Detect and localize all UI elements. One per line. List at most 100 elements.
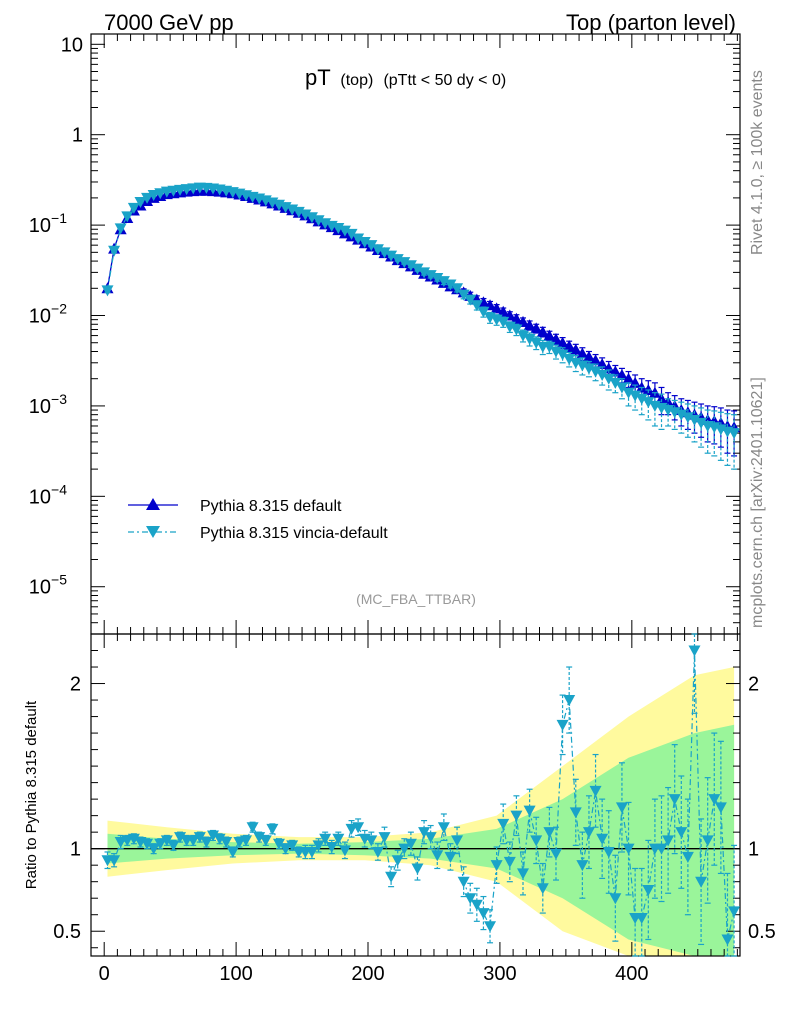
header-right: Top (parton level) [566, 10, 736, 35]
point-vincia [378, 247, 391, 259]
plot-title-main: pT [305, 65, 330, 90]
ratio-panel: 0.5 0.5 1 1 2 2 0 100 200 300 400 [53, 633, 776, 985]
ratio-point-vincia [497, 818, 510, 830]
ratio-point-vincia [239, 835, 252, 847]
ratio-point-vincia [576, 860, 589, 872]
plot-title: pT (top) (pTtt < 50 dy < 0) [305, 65, 506, 90]
point-vincia [688, 414, 701, 426]
ratio-point-vincia [470, 899, 483, 911]
legend: Pythia 8.315 default Pythia 8.315 vincia… [128, 498, 388, 542]
ratio-point-vincia [411, 863, 424, 875]
point-vincia [615, 382, 628, 394]
ratio-point-vincia [602, 846, 615, 858]
point-vincia [299, 209, 312, 221]
ratio-point-vincia [167, 840, 180, 852]
point-vincia [114, 223, 127, 235]
ratio-point-vincia [147, 843, 160, 855]
point-vincia [642, 397, 655, 409]
ratio-point-vincia [200, 837, 213, 849]
point-vincia [457, 289, 470, 301]
point-vincia [121, 211, 134, 223]
point-vincia [365, 240, 378, 252]
ratio-point-vincia [695, 876, 708, 888]
ratio-point-vincia [431, 850, 444, 862]
point-vincia [451, 283, 464, 295]
point-vincia [635, 393, 648, 405]
ratio-point-vincia [424, 832, 437, 844]
x-tick-label: 100 [219, 963, 252, 985]
point-vincia [338, 225, 351, 237]
ratio-series-vincia [101, 633, 741, 957]
ratio-point-vincia [688, 645, 701, 657]
ratio-point-vincia [371, 846, 384, 858]
ratio-point-vincia [681, 851, 694, 863]
ratio-point-vincia [714, 802, 727, 814]
series-vincia [101, 182, 741, 470]
ratio-point-vincia [266, 823, 279, 835]
ratio-frame [90, 633, 741, 957]
point-vincia [464, 294, 477, 306]
point-vincia [602, 373, 615, 385]
plot-title-sub2: (pTtt < 50 dy < 0) [383, 72, 506, 89]
point-vincia [358, 237, 371, 249]
ratio-point-vincia [444, 851, 457, 863]
point-vincia [523, 333, 536, 345]
point-default [569, 343, 582, 355]
point-vincia [695, 417, 708, 429]
ratio-point-vincia [464, 893, 477, 905]
ratio-y-tick-label-right: 1 [748, 839, 759, 861]
y-tick-base: 10 [29, 215, 51, 237]
ratio-point-vincia [154, 838, 167, 850]
ratio-point-vincia [332, 833, 345, 845]
y-tick-label: 10−3 [29, 391, 67, 418]
ratio-point-vincia [477, 908, 490, 920]
x-tick-label: 400 [615, 963, 648, 985]
x-tick-label: 200 [351, 963, 384, 985]
ratio-point-vincia [286, 840, 299, 852]
ratio-point-vincia [708, 794, 721, 806]
ratio-point-vincia [253, 832, 266, 844]
point-vincia [543, 341, 556, 353]
point-default [615, 368, 628, 380]
point-vincia [728, 428, 741, 440]
point-vincia [622, 387, 635, 399]
ratio-ylabel: Ratio to Pythia 8.315 default [23, 700, 40, 889]
ratio-point-vincia [517, 868, 530, 880]
ratio-point-vincia [675, 827, 688, 839]
point-vincia [556, 349, 569, 361]
point-default [490, 302, 503, 314]
ratio-point-vincia [451, 835, 464, 847]
point-vincia [477, 306, 490, 318]
point-vincia [101, 285, 114, 297]
point-vincia [371, 244, 384, 256]
ratio-point-vincia [701, 835, 714, 847]
ratio-point-vincia [622, 843, 635, 855]
legend-marker-default [146, 498, 160, 510]
ratio-point-vincia [352, 822, 365, 834]
ratio-point-vincia [272, 838, 285, 850]
point-vincia [510, 324, 523, 336]
point-vincia [576, 360, 589, 372]
point-default [510, 312, 523, 324]
ratio-y-tick-label: 1 [70, 839, 81, 861]
point-default [523, 319, 536, 331]
y-tick-exp: −5 [51, 572, 67, 588]
point-default [563, 340, 576, 352]
y-tick-exp: −1 [51, 210, 67, 226]
ratio-point-vincia [305, 846, 318, 858]
point-vincia [437, 276, 450, 288]
ratio-point-vincia [141, 838, 154, 850]
point-vincia [411, 263, 424, 275]
ratio-point-vincia [213, 833, 226, 845]
ratio-point-vincia [668, 794, 681, 806]
point-vincia [470, 300, 483, 312]
ratio-point-vincia [398, 843, 411, 855]
ratio-point-vincia [609, 893, 622, 905]
y-tick-exp: −2 [51, 301, 67, 317]
y-tick-label: 1 [72, 125, 83, 147]
point-default [517, 315, 530, 327]
plot-title-sub1: (top) [340, 72, 373, 89]
ratio-point-vincia [635, 913, 648, 925]
ratio-point-vincia [556, 719, 569, 731]
point-vincia [549, 346, 562, 358]
